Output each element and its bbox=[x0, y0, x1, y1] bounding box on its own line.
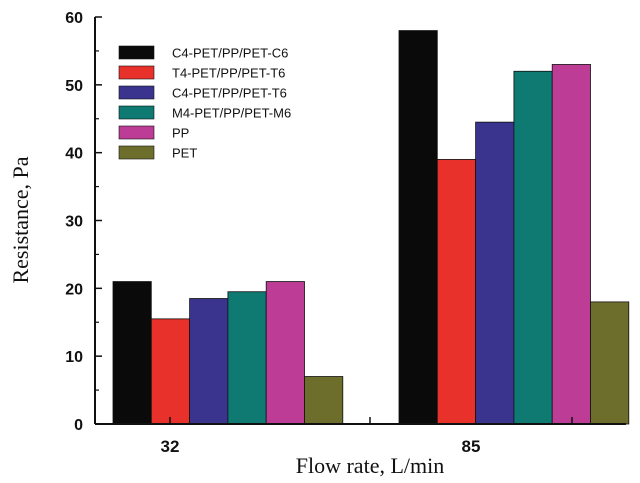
bar-1-3 bbox=[513, 70, 553, 425]
y-tick-label: 0 bbox=[74, 417, 83, 434]
bar-0-3 bbox=[227, 291, 267, 425]
y-tick-label: 10 bbox=[65, 349, 83, 366]
legend-label: C4-PET/PP/PET-T6 bbox=[172, 86, 287, 101]
bar-1-1 bbox=[436, 159, 476, 425]
y-tick-label: 50 bbox=[65, 78, 83, 95]
y-tick-label: 20 bbox=[65, 281, 83, 298]
bar-0-2 bbox=[189, 298, 229, 425]
x-axis-title: Flow rate, L/min bbox=[296, 453, 444, 478]
x-tick-label: 85 bbox=[462, 437, 481, 456]
y-tick-label: 30 bbox=[65, 214, 83, 231]
bar-0-4 bbox=[265, 281, 305, 425]
legend-swatch bbox=[118, 85, 155, 100]
legend-label: PP bbox=[172, 126, 189, 141]
legend-swatch bbox=[118, 125, 155, 140]
y-tick-label: 40 bbox=[65, 146, 83, 163]
legend-swatch bbox=[118, 65, 155, 80]
legend-label: M4-PET/PP/PET-M6 bbox=[172, 106, 291, 121]
bar-1-2 bbox=[475, 121, 515, 425]
bar-1-5 bbox=[590, 301, 630, 425]
y-tick-label: 60 bbox=[65, 10, 83, 27]
bar-1-4 bbox=[551, 64, 591, 425]
bar-0-1 bbox=[150, 318, 191, 425]
bar-1-0 bbox=[398, 30, 438, 425]
legend-label: PET bbox=[172, 146, 197, 161]
bar-0-5 bbox=[304, 376, 344, 425]
legend-label: C4-PET/PP/PET-C6 bbox=[172, 46, 288, 61]
legend-swatch bbox=[118, 45, 155, 60]
legend-swatch bbox=[118, 105, 155, 120]
legend-label: T4-PET/PP/PET-T6 bbox=[172, 66, 285, 81]
bars-group bbox=[112, 30, 630, 425]
bar-0-0 bbox=[112, 281, 152, 425]
axes-group: 0 10 20 30 40 50 60 32 85 bbox=[65, 10, 626, 456]
x-tick-label: 32 bbox=[161, 437, 180, 456]
y-axis-title: Resistance, Pa bbox=[8, 156, 33, 283]
legend-swatch bbox=[118, 145, 155, 160]
legend: C4-PET/PP/PET-C6 T4-PET/PP/PET-T6 C4-PET/P… bbox=[118, 45, 291, 161]
